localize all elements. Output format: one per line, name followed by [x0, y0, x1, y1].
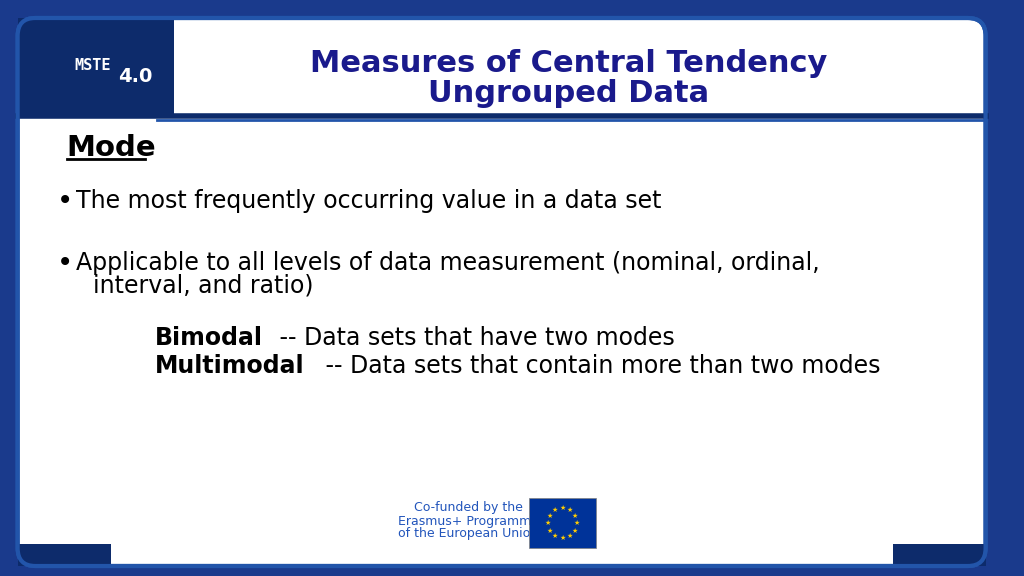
- Text: -- Data sets that contain more than two modes: -- Data sets that contain more than two …: [318, 354, 881, 378]
- Text: of the European Union: of the European Union: [398, 528, 539, 540]
- Text: •: •: [56, 187, 73, 215]
- Text: 4.0: 4.0: [118, 66, 153, 85]
- Text: MSTE: MSTE: [75, 59, 112, 74]
- Text: ★: ★: [572, 528, 579, 533]
- Text: Mode: Mode: [67, 134, 157, 162]
- Text: ★: ★: [552, 533, 558, 539]
- Bar: [529, 498, 596, 548]
- Text: Bimodal: Bimodal: [155, 326, 263, 350]
- Text: ★: ★: [547, 513, 553, 518]
- Text: Ungrouped Data: Ungrouped Data: [428, 79, 709, 108]
- Text: ★: ★: [572, 513, 579, 518]
- Text: ★: ★: [559, 535, 565, 541]
- Bar: [17, 18, 174, 114]
- Text: -- Data sets that have two modes: -- Data sets that have two modes: [272, 326, 675, 350]
- Text: ★: ★: [566, 507, 572, 513]
- Text: Multimodal: Multimodal: [155, 354, 304, 378]
- Text: interval, and ratio): interval, and ratio): [93, 273, 313, 297]
- Text: ★: ★: [552, 507, 558, 513]
- Text: ★: ★: [566, 533, 572, 539]
- Text: Applicable to all levels of data measurement (nominal, ordinal,: Applicable to all levels of data measure…: [77, 251, 820, 275]
- Text: The most frequently occurring value in a data set: The most frequently occurring value in a…: [77, 189, 662, 213]
- Text: ★: ★: [547, 528, 553, 533]
- Text: ★: ★: [559, 505, 565, 511]
- Bar: [17, 544, 111, 566]
- Bar: [893, 544, 985, 566]
- Text: ★: ★: [545, 520, 551, 526]
- Text: Erasmus+ Programme: Erasmus+ Programme: [397, 514, 539, 528]
- Text: Measures of Central Tendency: Measures of Central Tendency: [309, 50, 827, 78]
- Text: ★: ★: [573, 520, 581, 526]
- Text: •: •: [56, 249, 73, 277]
- FancyBboxPatch shape: [17, 18, 985, 566]
- Text: Co-funded by the: Co-funded by the: [414, 502, 522, 514]
